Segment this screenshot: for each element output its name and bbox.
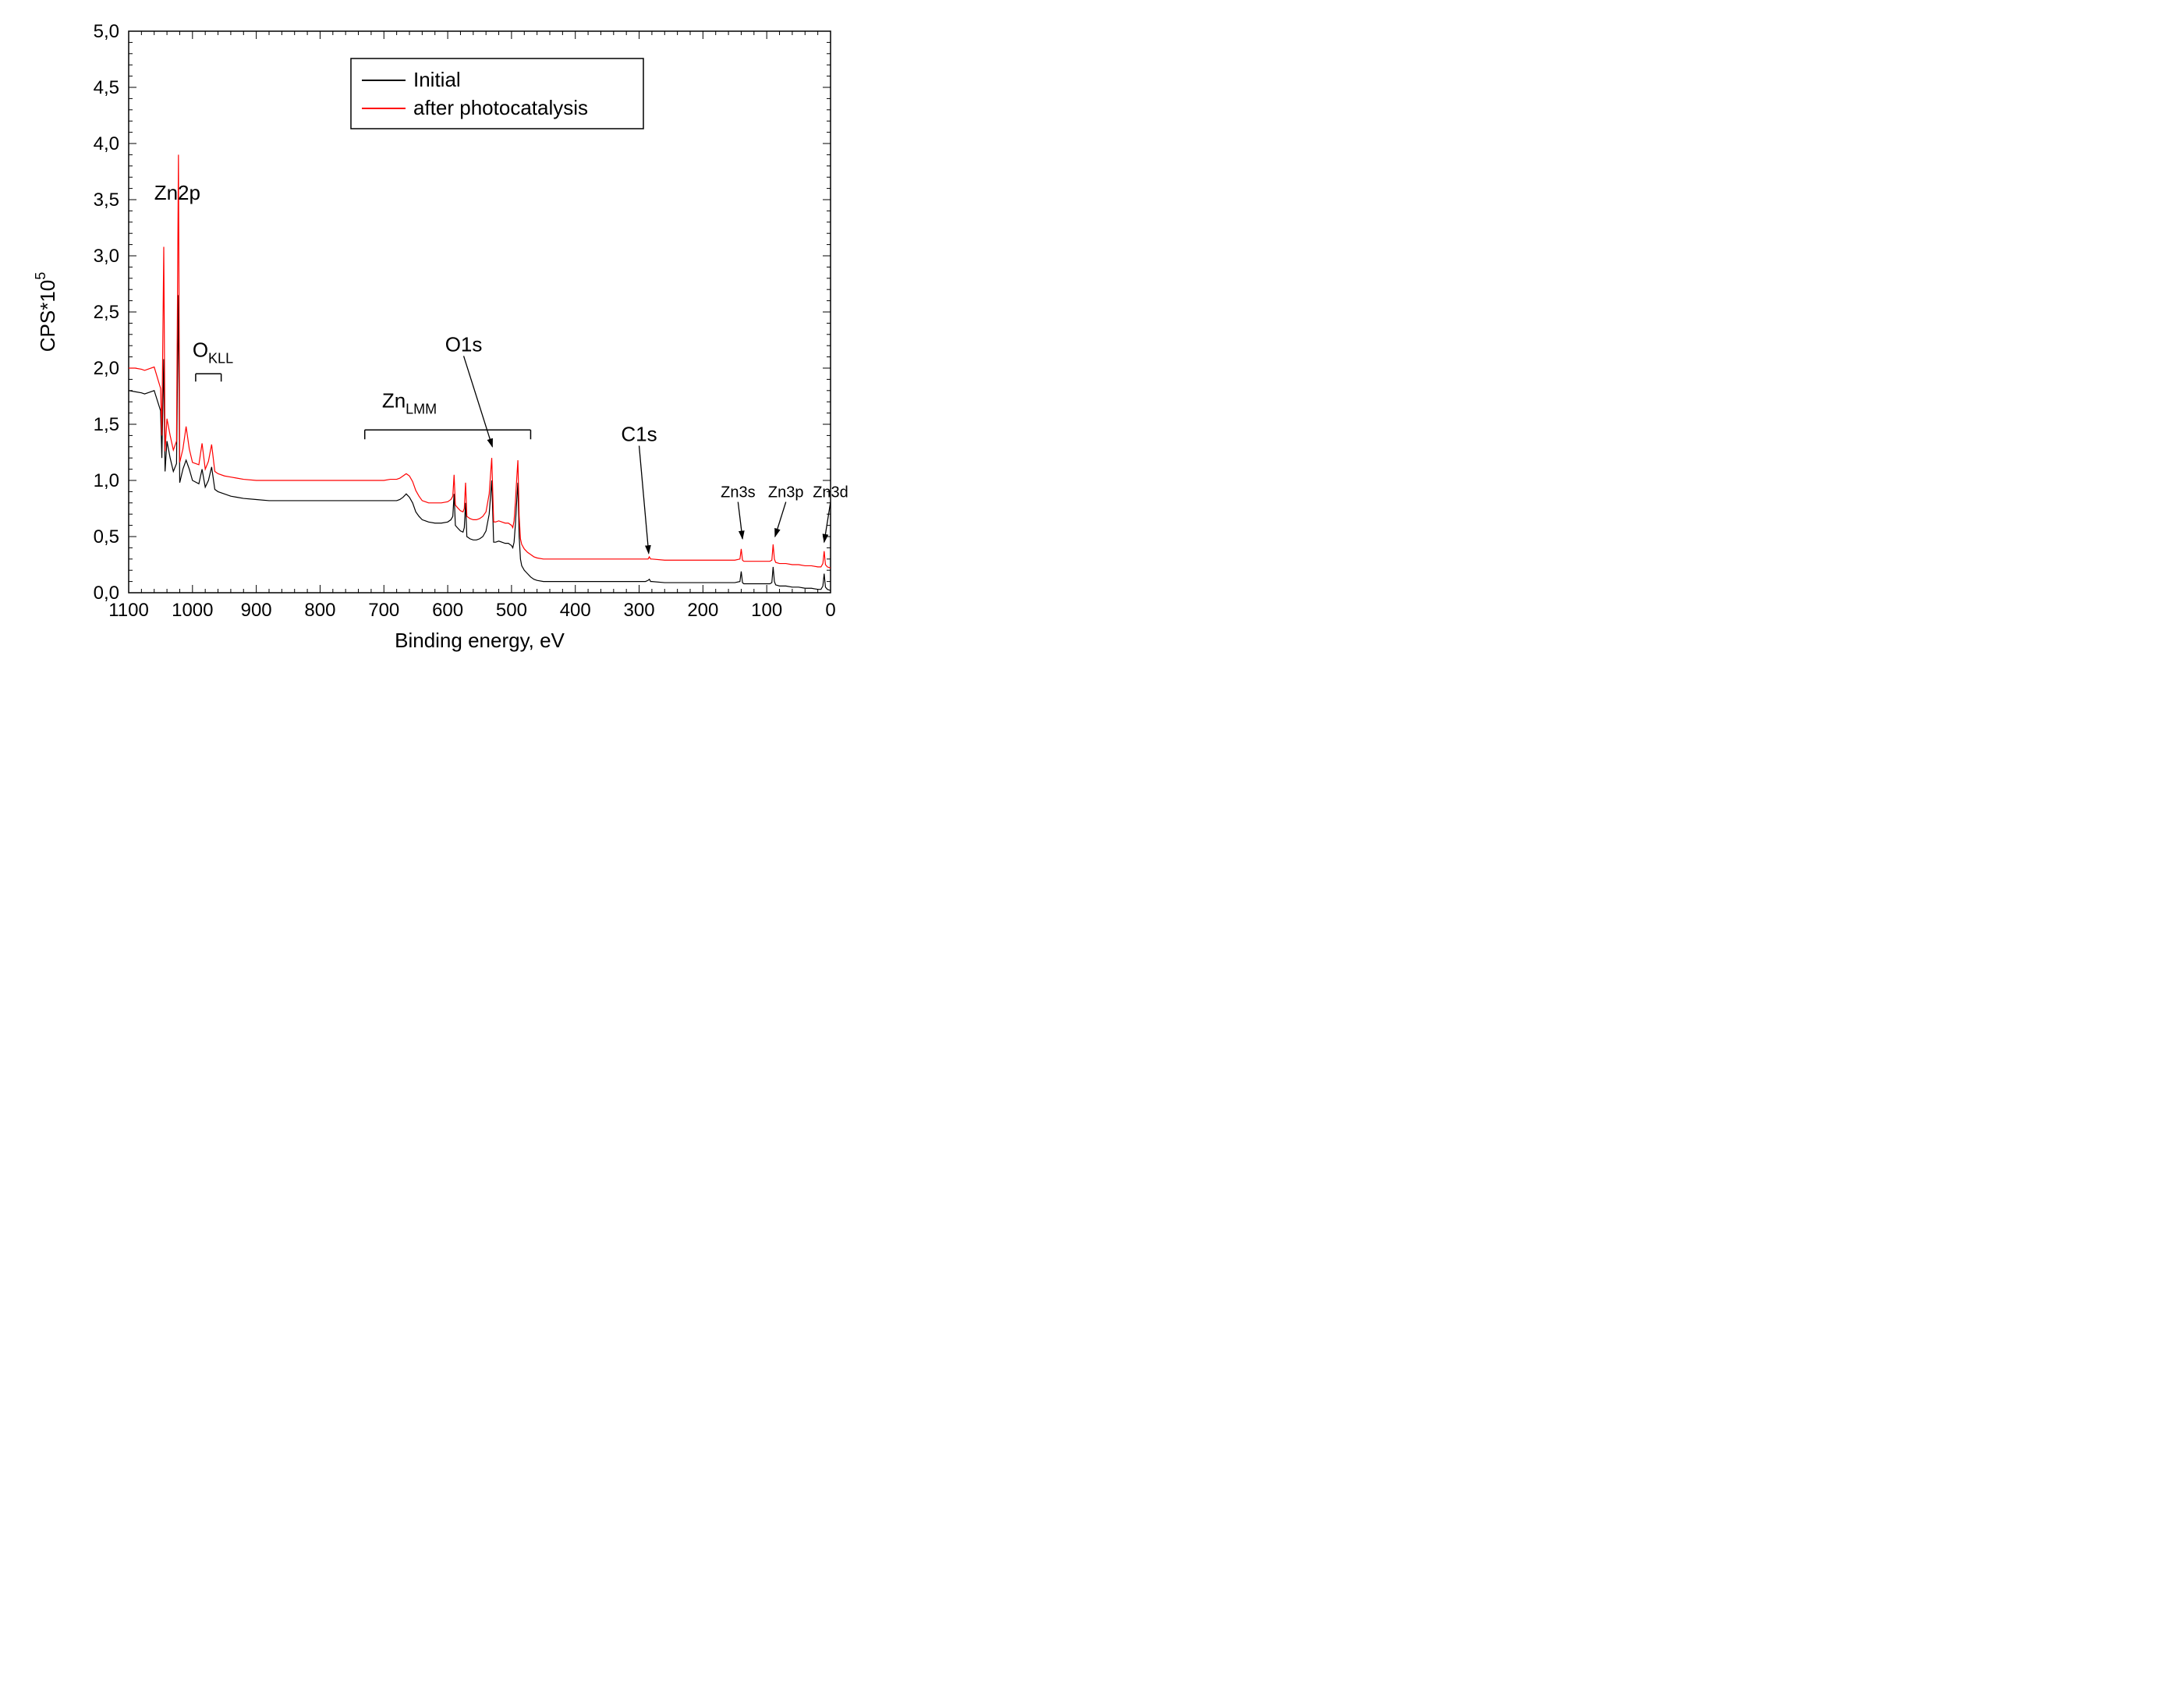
- svg-text:700: 700: [368, 600, 399, 621]
- svg-text:200: 200: [687, 600, 718, 621]
- svg-text:0: 0: [825, 600, 835, 621]
- arrow-zn3s: [738, 502, 742, 539]
- svg-text:3,0: 3,0: [94, 246, 119, 267]
- svg-text:1,5: 1,5: [94, 414, 119, 435]
- svg-text:0,0: 0,0: [94, 583, 119, 604]
- svg-text:0,5: 0,5: [94, 526, 119, 547]
- svg-text:400: 400: [560, 600, 591, 621]
- series-group: [129, 154, 831, 590]
- annot-c1s: C1s: [621, 423, 657, 446]
- bracket-okll: [196, 374, 221, 381]
- legend-label: after photocatalysis: [413, 96, 588, 119]
- svg-text:800: 800: [304, 600, 335, 621]
- arrow-o1s: [464, 356, 493, 446]
- legend: Initial after photocatalysis: [351, 58, 643, 129]
- x-axis-label: Binding energy, eV: [395, 629, 565, 652]
- svg-text:4,5: 4,5: [94, 77, 119, 98]
- svg-text:500: 500: [496, 600, 527, 621]
- xps-spectrum-chart: 010020030040050060070080090010001100Bind…: [8, 8, 866, 686]
- svg-text:600: 600: [432, 600, 463, 621]
- svg-text:2,5: 2,5: [94, 302, 119, 323]
- series-after-photocatalysis: [129, 154, 831, 568]
- y-axis-label: CPS*105: [33, 272, 59, 353]
- svg-text:CPS*105: CPS*105: [33, 272, 59, 353]
- svg-text:1000: 1000: [172, 600, 213, 621]
- arrow-zn3p: [775, 502, 786, 537]
- arrow-c1s: [639, 446, 649, 554]
- bracket-znlmm: [365, 430, 531, 439]
- svg-text:900: 900: [241, 600, 272, 621]
- svg-text:5,0: 5,0: [94, 21, 119, 42]
- svg-text:100: 100: [751, 600, 782, 621]
- annot-zn2p: Zn2p: [154, 181, 200, 204]
- annot-zn3d: Zn3d: [813, 484, 848, 501]
- svg-text:300: 300: [624, 600, 655, 621]
- annot-zn3p: Zn3p: [768, 484, 804, 501]
- svg-text:3,5: 3,5: [94, 190, 119, 211]
- chart-svg: 010020030040050060070080090010001100Bind…: [8, 8, 866, 686]
- annot-okll: OKLL: [193, 338, 233, 367]
- svg-text:4,0: 4,0: [94, 133, 119, 154]
- svg-text:1,0: 1,0: [94, 470, 119, 491]
- svg-text:2,0: 2,0: [94, 358, 119, 379]
- legend-label: Initial: [413, 68, 461, 91]
- annot-znlmm: ZnLMM: [382, 388, 437, 416]
- annot-o1s: O1s: [445, 332, 483, 356]
- arrow-zn3d: [824, 502, 831, 543]
- annot-zn3s: Zn3s: [721, 484, 755, 501]
